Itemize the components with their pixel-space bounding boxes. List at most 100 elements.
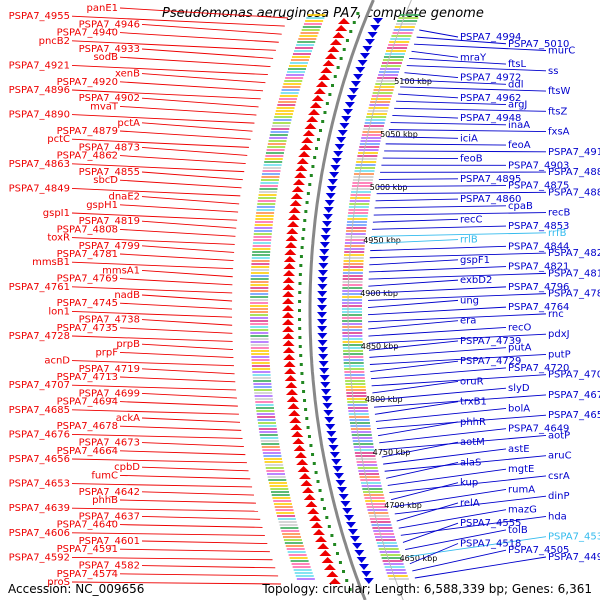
feature-band-inner	[351, 188, 372, 190]
kbp-scale-label: 4900 kbp	[360, 289, 398, 298]
left-leader-line	[141, 245, 235, 253]
right-gene-label: PSPA7_4659	[548, 410, 600, 421]
right-leader-line	[391, 482, 459, 501]
forward-gene-arrow	[313, 88, 326, 94]
right-leader-line	[396, 100, 507, 105]
reverse-gene-arrow	[319, 375, 330, 381]
right-gene-label: tolB	[508, 525, 528, 536]
forward-gene-arrow	[326, 571, 339, 577]
right-leader-line	[386, 462, 459, 479]
feature-band-outer	[295, 575, 314, 577]
feature-band-inner	[398, 17, 419, 19]
feature-band-outer	[250, 287, 269, 289]
left-gene-label: PSPA7_4640	[57, 520, 118, 531]
left-gene-label: PSPA7_4946	[79, 19, 140, 30]
tick-mark	[333, 75, 337, 78]
feature-band-outer	[264, 158, 283, 160]
feature-band-outer	[252, 377, 271, 379]
feature-band-outer	[292, 566, 311, 568]
right-gene-label: PSPA7_4994	[460, 32, 521, 43]
left-gene-label: PSPA7_4808	[57, 224, 118, 235]
feature-band-outer	[250, 320, 269, 322]
feature-band-inner	[388, 578, 409, 580]
feature-band-outer	[274, 116, 293, 118]
tick-mark	[298, 300, 302, 303]
tick-mark	[309, 174, 313, 177]
right-gene-label: PSPA7_4860	[460, 194, 521, 205]
left-gene-label: lon1	[48, 306, 70, 317]
right-gene-label: PSPA7_4821	[508, 262, 569, 273]
feature-band-inner	[365, 119, 386, 121]
feature-band-inner	[343, 356, 364, 358]
right-gene-label: mgtE	[508, 464, 534, 475]
feature-band-inner	[358, 149, 379, 151]
feature-band-outer	[250, 317, 269, 319]
feature-band-outer	[250, 281, 269, 283]
forward-gene-arrow	[298, 151, 311, 157]
right-gene-label: cpaB	[508, 201, 533, 212]
reverse-gene-arrow	[347, 529, 358, 535]
left-gene-label: PSPA7_4896	[9, 85, 70, 96]
left-leader-line	[71, 163, 245, 173]
left-leader-line	[141, 269, 233, 278]
feature-band-inner	[378, 74, 399, 76]
right-gene-label: PSPA7_5010	[508, 39, 569, 50]
feature-band-outer	[260, 440, 279, 442]
left-gene-label: PSPA7_4921	[9, 60, 70, 71]
feature-band-outer	[264, 461, 283, 463]
feature-band-inner	[379, 68, 400, 70]
forward-gene-arrow	[282, 298, 295, 304]
reverse-gene-arrow	[355, 67, 366, 73]
left-leader-line	[71, 286, 233, 294]
tick-mark	[313, 156, 317, 159]
feature-band-outer	[300, 32, 319, 34]
right-leader-line	[416, 36, 507, 45]
feature-band-outer	[250, 347, 269, 349]
right-gene-label: PSPA7_4880	[548, 187, 600, 198]
feature-band-outer	[265, 152, 284, 154]
feature-band-inner	[379, 71, 400, 73]
reverse-gene-arrow	[317, 347, 328, 353]
feature-band-inner	[352, 440, 373, 442]
feature-band-outer	[268, 140, 287, 142]
reverse-gene-arrow	[317, 333, 328, 339]
kbp-scale-label: 5000 kbp	[370, 183, 408, 192]
forward-gene-arrow	[297, 466, 310, 472]
left-gene-label: PSPA7_4728	[9, 331, 70, 342]
feature-band-inner	[342, 287, 363, 289]
feature-band-outer	[250, 278, 269, 280]
feature-band-inner	[342, 332, 363, 334]
right-gene-label: PSPA7_4811	[548, 268, 600, 279]
left-gene-label: PSPA7_4849	[9, 183, 70, 194]
left-leader-line	[71, 212, 238, 221]
left-gene-label: PSPA7_4738	[79, 315, 140, 326]
reverse-gene-arrow	[326, 431, 337, 437]
right-gene-label: feoB	[460, 154, 483, 165]
right-gene-label: PSPA7_4531	[548, 532, 600, 543]
right-leader-line	[405, 529, 507, 550]
feature-band-outer	[257, 416, 276, 418]
reverse-gene-arrow	[367, 32, 378, 38]
right-leader-line	[370, 367, 507, 380]
right-gene-label: feoA	[508, 140, 531, 151]
feature-band-inner	[344, 242, 365, 244]
tick-mark	[348, 588, 352, 591]
feature-band-outer	[288, 65, 307, 67]
forward-gene-arrow	[305, 501, 318, 507]
feature-band-inner	[359, 143, 380, 145]
feature-band-outer	[251, 257, 270, 259]
tick-mark	[321, 120, 325, 123]
feature-band-outer	[253, 383, 272, 385]
feature-band-inner	[391, 35, 412, 37]
feature-band-inner	[363, 125, 384, 127]
feature-band-inner	[342, 293, 363, 295]
forward-gene-arrow	[303, 494, 316, 500]
feature-band-outer	[298, 38, 317, 40]
feature-band-inner	[343, 263, 364, 265]
feature-band-inner	[342, 320, 363, 322]
tick-mark	[299, 354, 303, 357]
feature-band-outer	[254, 395, 273, 397]
feature-band-inner	[350, 425, 371, 427]
left-leader-line	[71, 556, 273, 561]
right-leader-line	[375, 407, 507, 422]
